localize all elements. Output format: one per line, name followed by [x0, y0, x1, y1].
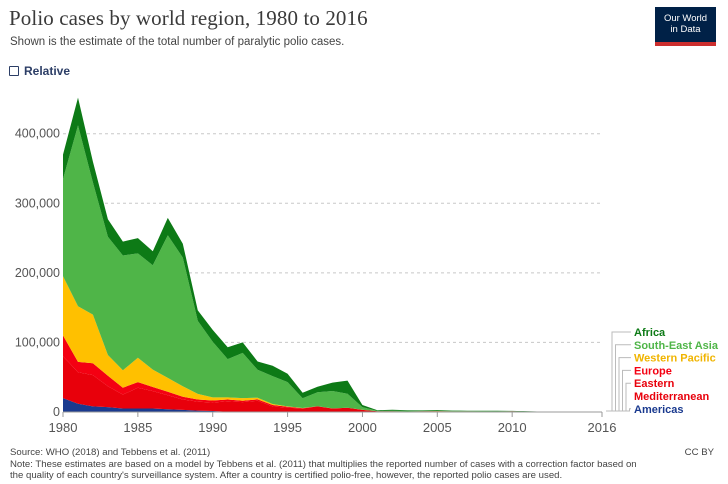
legend-label-eastern-mediterranean: Eastern: [634, 378, 675, 390]
logo-line-1: Our World: [663, 13, 708, 24]
legend-label-eastern-mediterranean: Mediterranean: [634, 391, 709, 403]
license-label[interactable]: CC BY: [684, 447, 714, 458]
y-tick-label: 200,000: [15, 266, 60, 280]
x-tick-label: 1985: [123, 420, 152, 435]
x-tick-label: 1980: [49, 420, 78, 435]
x-tick-label: 2010: [498, 420, 527, 435]
x-tick-label: 2000: [348, 420, 377, 435]
area-americas: [63, 398, 602, 412]
x-tick-label: 2005: [423, 420, 452, 435]
y-tick-label: 0: [53, 405, 60, 419]
legend-label-americas: Americas: [634, 404, 684, 416]
area-south-east-asia: [63, 125, 602, 412]
relative-label: Relative: [24, 64, 71, 78]
legend-label-western-pacific: Western Pacific: [634, 353, 716, 365]
area-eastern-mediterranean: [63, 356, 602, 412]
legend-label-africa: Africa: [634, 327, 666, 339]
chart-title: Polio cases by world region, 1980 to 201…: [9, 6, 368, 30]
x-tick-label: 1995: [273, 420, 302, 435]
stacked-area-chart: 0 100,000 200,000 300,000 400,000 1980 1985 199…: [15, 97, 719, 435]
legend-connector: [606, 357, 631, 412]
logo-line-2: in Data: [670, 24, 701, 35]
chart-subtitle: Shown is the estimate of the total numbe…: [10, 36, 345, 48]
legend-connector: [606, 408, 631, 412]
method-note-2: the quality of each country's surveillan…: [10, 470, 563, 481]
x-tick-label: 1990: [198, 420, 227, 435]
relative-toggle[interactable]: Relative: [9, 64, 70, 78]
source-note: Source: WHO (2018) and Tebbens et al. (2…: [10, 447, 211, 458]
legend-label-south-east-asia: South-East Asia: [634, 340, 719, 352]
method-note-1: Note: These estimates are based on a mod…: [10, 458, 637, 470]
x-tick-label: 2016: [588, 420, 617, 435]
y-tick-label: 100,000: [15, 335, 60, 349]
logo-accent-bar: [655, 42, 716, 46]
owid-logo[interactable]: Our World in Data: [655, 7, 716, 46]
y-tick-label: 300,000: [15, 196, 60, 210]
footer: Source: WHO (2018) and Tebbens et al. (2…: [10, 447, 637, 482]
y-tick-label: 400,000: [15, 127, 60, 141]
legend-label-europe: Europe: [634, 365, 672, 377]
relative-checkbox[interactable]: [9, 66, 19, 76]
